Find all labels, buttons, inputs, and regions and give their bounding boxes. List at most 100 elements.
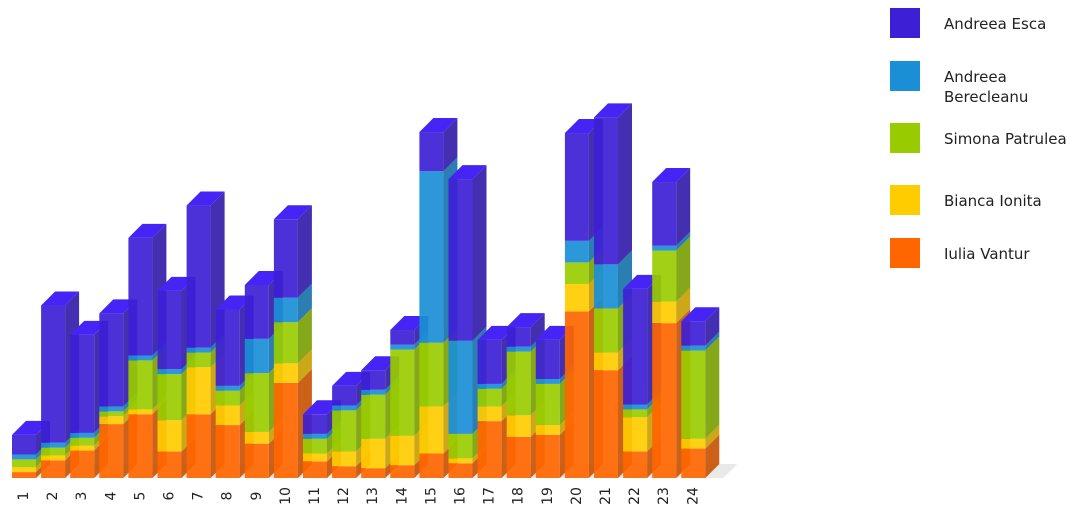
bar-segment bbox=[448, 340, 473, 434]
bar-top bbox=[303, 400, 341, 415]
x-tick-label: 16 bbox=[453, 487, 469, 505]
bar-segment bbox=[623, 404, 648, 410]
bar-segment bbox=[186, 205, 211, 348]
bar-segment-side bbox=[676, 287, 691, 324]
bar-segment bbox=[332, 410, 357, 452]
bar-segment bbox=[70, 334, 95, 433]
bar-segment bbox=[652, 301, 677, 324]
legend-item: Iulia Vantur bbox=[890, 238, 1086, 268]
bar-segment bbox=[652, 323, 677, 478]
bar-segment bbox=[273, 219, 298, 298]
legend-swatch bbox=[890, 8, 920, 38]
bar-segment bbox=[564, 283, 589, 312]
x-tick-label: 10 bbox=[278, 487, 294, 505]
bar-stack-24 bbox=[681, 307, 720, 478]
bar-segment bbox=[652, 250, 677, 302]
bar-segment bbox=[681, 438, 706, 449]
bar-segment bbox=[535, 425, 560, 435]
bar-segment bbox=[332, 466, 357, 478]
x-tick-label: 20 bbox=[569, 487, 585, 505]
bar-top bbox=[390, 316, 429, 331]
bar-segment bbox=[477, 388, 502, 407]
x-tick-label: 15 bbox=[423, 487, 439, 505]
bar-segment bbox=[448, 179, 473, 341]
bar-segment bbox=[594, 264, 618, 309]
bar-segment bbox=[157, 451, 182, 478]
bar-segment bbox=[99, 424, 124, 478]
bar-top bbox=[448, 165, 487, 180]
bar-segment bbox=[477, 406, 502, 422]
x-tick-label: 8 bbox=[220, 492, 236, 501]
bar-segment bbox=[390, 349, 415, 436]
bar-segment bbox=[99, 313, 124, 407]
bar-segment bbox=[564, 311, 589, 478]
bar-segment bbox=[215, 405, 240, 426]
bar-top bbox=[681, 307, 720, 322]
legend-label: Andreea Esca bbox=[944, 15, 1047, 33]
bar-segment bbox=[390, 435, 415, 466]
bar-segment bbox=[477, 383, 502, 389]
x-tick-label: 6 bbox=[162, 491, 178, 500]
bar-segment bbox=[70, 450, 95, 478]
legend-swatch bbox=[890, 185, 920, 215]
bar-segment bbox=[303, 438, 327, 454]
bar-segment bbox=[361, 389, 386, 395]
bar-segment bbox=[12, 454, 36, 460]
bar-segment bbox=[681, 321, 706, 346]
bar-segment bbox=[506, 346, 531, 352]
bar-segment bbox=[623, 409, 648, 418]
bar-top bbox=[623, 274, 662, 289]
bar-segment-side bbox=[705, 331, 720, 351]
bar-segment bbox=[99, 416, 124, 425]
bar-segment bbox=[157, 374, 182, 421]
bar-segment bbox=[506, 351, 531, 416]
x-tick-label: 3 bbox=[74, 492, 90, 501]
bar-segment bbox=[41, 447, 66, 456]
bar-segment-side bbox=[618, 103, 632, 265]
x-tick-label: 1 bbox=[16, 492, 32, 501]
bar-top bbox=[332, 371, 371, 386]
legend-label: Iulia Vantur bbox=[944, 245, 1030, 263]
bar-segment bbox=[535, 383, 560, 426]
bar-top bbox=[186, 191, 225, 206]
bar-segment bbox=[390, 465, 415, 478]
bar-segment bbox=[419, 342, 444, 407]
bar-segment bbox=[128, 360, 153, 410]
bar-stack-23 bbox=[652, 168, 691, 478]
bar-segment bbox=[186, 347, 211, 353]
bar-segment bbox=[332, 385, 357, 406]
bar-segment-side bbox=[443, 118, 458, 172]
bar-segment-side bbox=[705, 336, 720, 439]
legend-swatch bbox=[890, 61, 920, 91]
bar-segment bbox=[157, 369, 182, 375]
bar-segment bbox=[448, 458, 473, 464]
bar-segment-side bbox=[297, 283, 312, 323]
bar-segment bbox=[12, 434, 36, 455]
x-tick-label: 19 bbox=[540, 487, 556, 505]
bar-segment bbox=[564, 262, 589, 284]
bar-segment bbox=[244, 373, 269, 432]
bar-segment bbox=[12, 467, 36, 473]
chart-plot: 1 2 3 4 5 6 7 8 9 10 11 12 13 14 15 16 17 18 19 20 21 22 23 24 bbox=[10, 103, 738, 505]
bar-segment bbox=[186, 367, 211, 415]
bar-top bbox=[244, 270, 283, 285]
bar-segment bbox=[99, 411, 124, 417]
bar-segment bbox=[244, 443, 269, 478]
bar-segment bbox=[244, 431, 269, 444]
bar-segment bbox=[303, 453, 327, 462]
bar-segment-side bbox=[530, 313, 545, 347]
bar-segment-side bbox=[297, 349, 312, 383]
bar-segment bbox=[361, 370, 386, 390]
bar-segment bbox=[273, 297, 298, 323]
bar-segment bbox=[128, 355, 153, 361]
bar-segment bbox=[41, 460, 66, 478]
bar-segment bbox=[215, 425, 240, 478]
bar-top bbox=[99, 299, 138, 314]
bar-segment bbox=[594, 370, 618, 478]
bar-segment bbox=[535, 379, 560, 384]
bar-segment bbox=[506, 327, 531, 347]
bar-top bbox=[215, 295, 254, 310]
x-tick-label: 14 bbox=[394, 487, 410, 505]
bar-segment bbox=[506, 436, 531, 478]
